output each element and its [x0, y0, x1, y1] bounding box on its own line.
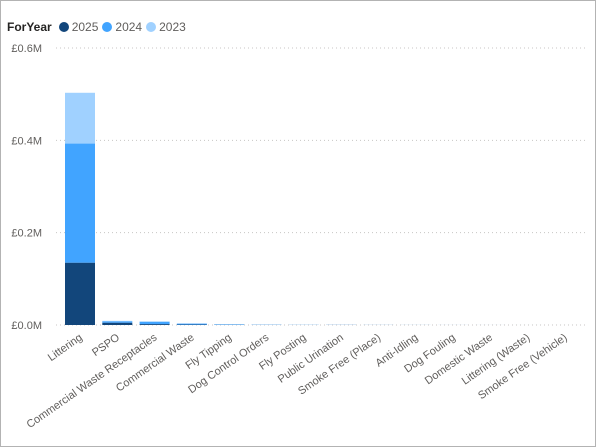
bar-2024[interactable]: [176, 323, 207, 325]
bar-2023[interactable]: [65, 92, 95, 144]
bar-2025[interactable]: [139, 324, 170, 325]
legend-item-2024[interactable]: 2024: [102, 20, 142, 34]
legend: ForYear 2025 2024 2023: [7, 18, 190, 36]
legend-title: ForYear: [7, 20, 52, 34]
y-tick-label: £0.0M: [11, 320, 42, 332]
x-tick-label: Littering: [46, 332, 85, 364]
legend-items: 2025 2024 2023: [58, 20, 190, 34]
legend-item-2023[interactable]: 2023: [146, 20, 186, 34]
y-tick-label: £0.6M: [11, 43, 42, 55]
bar-2024[interactable]: [139, 321, 170, 325]
legend-label: 2023: [159, 20, 186, 34]
legend-label: 2025: [71, 20, 99, 34]
bar-2024[interactable]: [65, 143, 95, 263]
legend-swatch: [58, 22, 69, 32]
legend-swatch: [146, 22, 157, 32]
legend-item-2025[interactable]: 2025: [58, 20, 99, 34]
y-tick-label: £0.2M: [11, 228, 42, 240]
bar-2025[interactable]: [65, 262, 95, 325]
bar-2025[interactable]: [102, 322, 133, 325]
legend-label: 2024: [115, 20, 143, 34]
y-tick-label: £0.4M: [11, 135, 42, 147]
x-tick-label: PSPO: [90, 331, 122, 359]
legend-swatch: [102, 22, 113, 32]
bar-2024[interactable]: [102, 321, 133, 323]
